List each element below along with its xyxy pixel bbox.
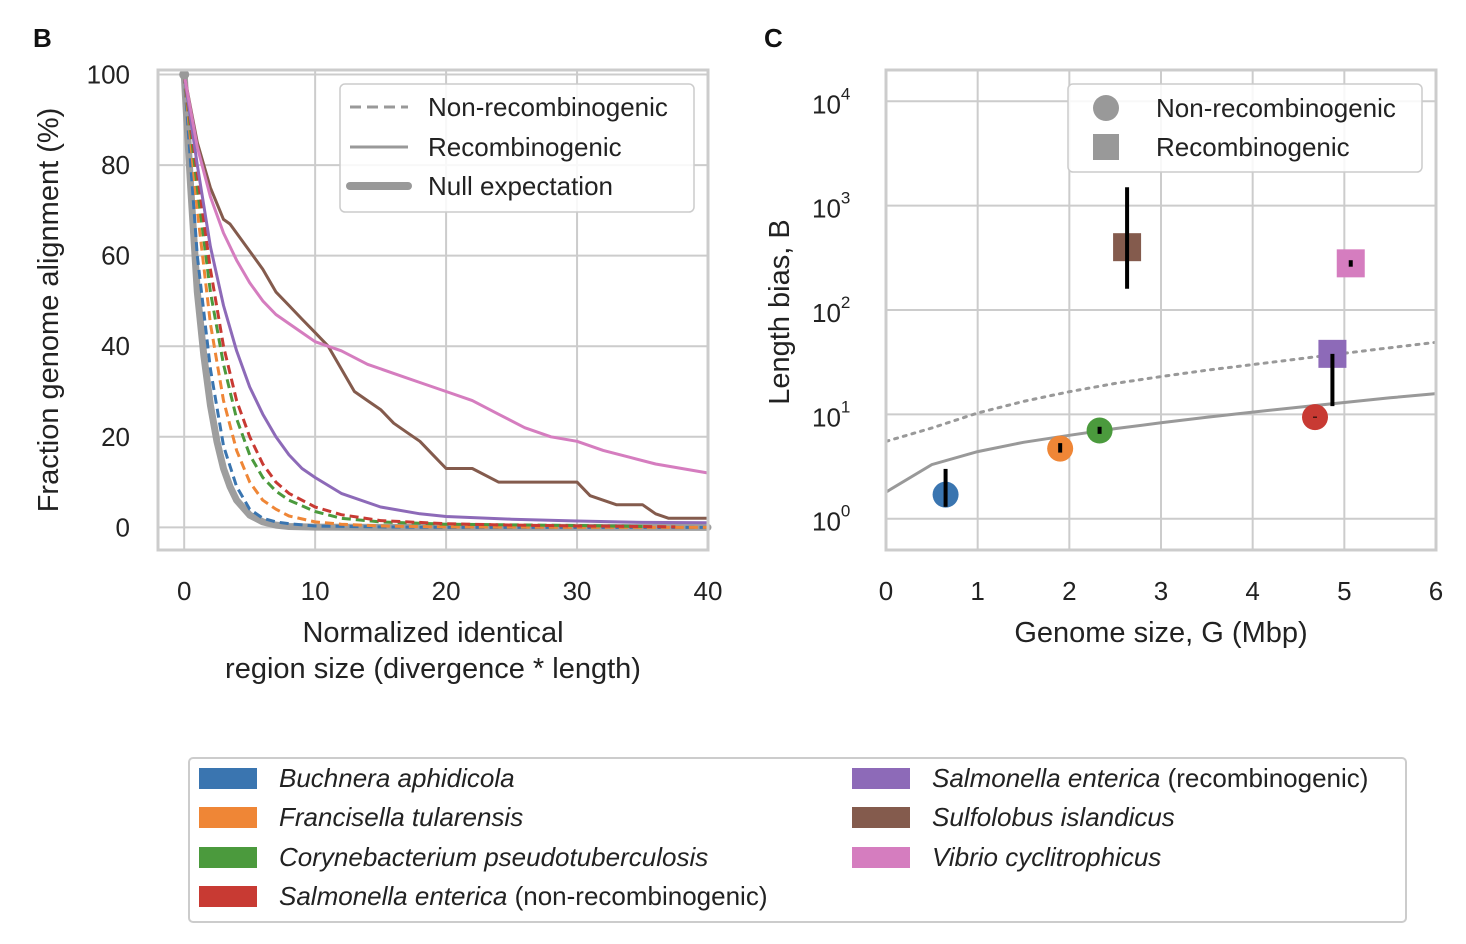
species-label: Buchnera aphidicola bbox=[279, 763, 515, 793]
y-tick-label: 40 bbox=[101, 331, 130, 361]
series-line bbox=[182, 74, 708, 529]
fit-line bbox=[885, 392, 1437, 494]
x-tick-label: 4 bbox=[1245, 576, 1259, 606]
x-tick-label: 20 bbox=[432, 576, 461, 606]
panel-b-chart: 0 10 20 30 40 0 20 40 60 80 100 Fraction genome al… bbox=[33, 60, 722, 685]
species-swatch bbox=[199, 768, 257, 789]
series-line bbox=[182, 74, 708, 529]
x-tick-label: 40 bbox=[694, 576, 723, 606]
species-swatch bbox=[852, 768, 910, 789]
panel-b-ylabel: Fraction genome alignment (%) bbox=[33, 108, 65, 513]
y-tick-label: 100 bbox=[812, 502, 850, 537]
species-swatch bbox=[199, 886, 257, 907]
panel-c-ticks: 0 1 2 3 4 5 6 100 101 102 103 104 bbox=[812, 84, 1443, 606]
panel-c-xlabel: Genome size, G (Mbp) bbox=[1014, 617, 1307, 649]
panel-b-frame bbox=[156, 68, 710, 552]
y-tick-label: 100 bbox=[87, 60, 130, 90]
panel-b-letter: B bbox=[33, 23, 52, 53]
panel-c-letter: C bbox=[764, 23, 783, 53]
species-swatch bbox=[199, 847, 257, 868]
series-line bbox=[182, 74, 709, 475]
series-line bbox=[182, 74, 676, 529]
y-tick-label: 0 bbox=[116, 512, 130, 542]
legend-circle-marker bbox=[1093, 95, 1119, 121]
x-tick-label: 6 bbox=[1429, 576, 1443, 606]
x-tick-label: 10 bbox=[301, 576, 330, 606]
series-line bbox=[182, 74, 643, 528]
panel-b-ticks: 0 10 20 30 40 0 20 40 60 80 100 bbox=[87, 60, 723, 606]
legend-label-square: Recombinogenic bbox=[1156, 132, 1350, 162]
series-line bbox=[182, 74, 709, 525]
x-tick-label: 1 bbox=[970, 576, 984, 606]
x-tick-label: 5 bbox=[1337, 576, 1351, 606]
y-tick-label: 104 bbox=[812, 84, 850, 119]
panel-b-xlabel-line2: region size (divergence * length) bbox=[225, 653, 641, 685]
legend-label-null: Null expectation bbox=[428, 171, 613, 201]
legend-label-circle: Non-recombinogenic bbox=[1156, 93, 1396, 123]
legend-label-nonrecomb: Non-recombinogenic bbox=[428, 92, 668, 122]
y-tick-label: 80 bbox=[101, 150, 130, 180]
series-start-point bbox=[179, 69, 190, 80]
panel-b-series bbox=[179, 69, 712, 531]
species-label: Corynebacterium pseudotuberculosis bbox=[279, 842, 708, 872]
series-line bbox=[180, 71, 712, 531]
species-label: Salmonella enterica (recombinogenic) bbox=[932, 763, 1368, 793]
species-label: Sulfolobus islandicus bbox=[932, 802, 1175, 832]
y-tick-label: 20 bbox=[101, 422, 130, 452]
species-swatch bbox=[199, 807, 257, 828]
species-legend: Buchnera aphidicola Francisella tularensi… bbox=[188, 757, 1407, 923]
panel-c-ylabel: Length bias, B bbox=[764, 219, 796, 404]
panel-c-points bbox=[932, 187, 1365, 508]
species-swatch bbox=[852, 847, 910, 868]
y-tick-label: 60 bbox=[101, 241, 130, 271]
species-label: Francisella tularensis bbox=[279, 802, 523, 832]
y-tick-label: 103 bbox=[812, 189, 850, 224]
panel-c-chart: 0 1 2 3 4 5 6 100 101 102 103 104 Length bias, B Ge… bbox=[764, 68, 1443, 649]
species-label: Vibrio cyclitrophicus bbox=[932, 842, 1161, 872]
species-swatch bbox=[852, 807, 910, 828]
panel-c-frame bbox=[884, 68, 1438, 552]
x-tick-label: 2 bbox=[1062, 576, 1076, 606]
panel-b-legend: Non-recombinogenic Recombinogenic Null e… bbox=[339, 83, 695, 213]
species-label: Salmonella enterica (non-recombinogenic) bbox=[279, 881, 768, 911]
legend-square-marker bbox=[1093, 134, 1119, 160]
legend-label-recomb: Recombinogenic bbox=[428, 132, 622, 162]
x-tick-label: 0 bbox=[879, 576, 893, 606]
panel-c-legend: Non-recombinogenic Recombinogenic bbox=[1067, 83, 1423, 173]
x-tick-label: 0 bbox=[177, 576, 191, 606]
series-line bbox=[182, 74, 708, 520]
panel-b-xlabel-line1: Normalized identical bbox=[302, 617, 563, 649]
x-tick-label: 30 bbox=[563, 576, 592, 606]
y-tick-label: 101 bbox=[812, 397, 850, 432]
x-tick-label: 3 bbox=[1154, 576, 1168, 606]
y-tick-label: 102 bbox=[812, 293, 850, 328]
